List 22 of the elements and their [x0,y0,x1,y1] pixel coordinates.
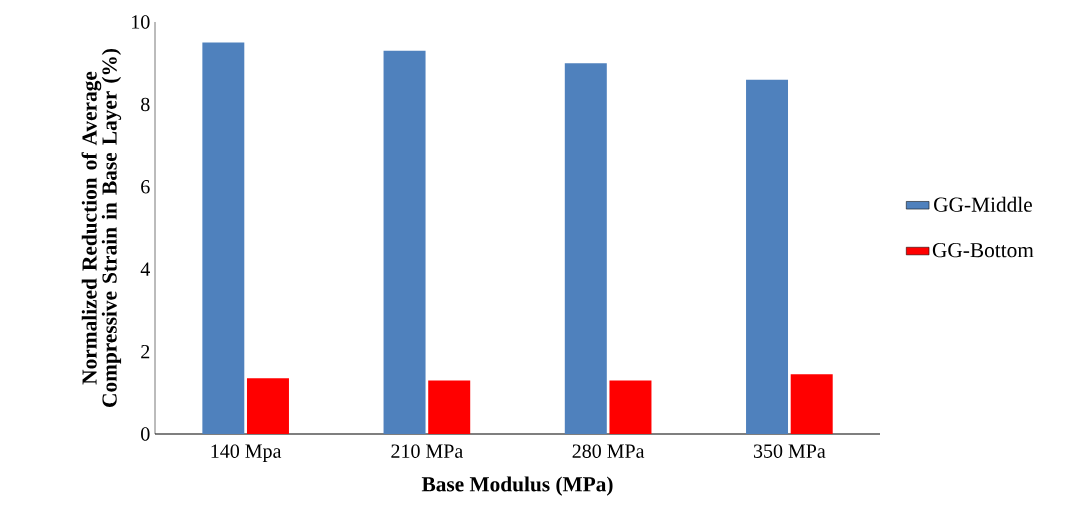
bar [202,42,245,434]
y-tick-label: 10 [132,15,150,29]
bar [246,378,289,434]
bar [564,63,607,434]
x-tick-label: 140 Mpa [211,444,282,462]
y-tick-label: 2 [141,344,150,359]
y-tick-label: 8 [141,97,150,112]
bar [790,374,833,434]
y-axis-title: Normalized Reduction of Average Compressive Strain in Base Layer (%) [81,49,122,407]
x-axis-title: Base Modulus (MPa) [421,476,613,496]
y-tick-label: 6 [141,180,150,194]
y-tick-label: 4 [140,262,150,276]
x-tick-label: 280 MPa [572,444,645,458]
bar [609,380,652,434]
x-tick-label: 350 MPa [753,444,826,458]
y-tick-label: 0 [141,427,150,441]
bar [428,380,471,434]
bar [383,50,426,434]
legend-label: GG-Bottom [932,243,1034,258]
bar [746,79,789,434]
legend-label: GG-Middle [934,196,1032,212]
x-tick-label: 210 MPa [391,444,463,458]
